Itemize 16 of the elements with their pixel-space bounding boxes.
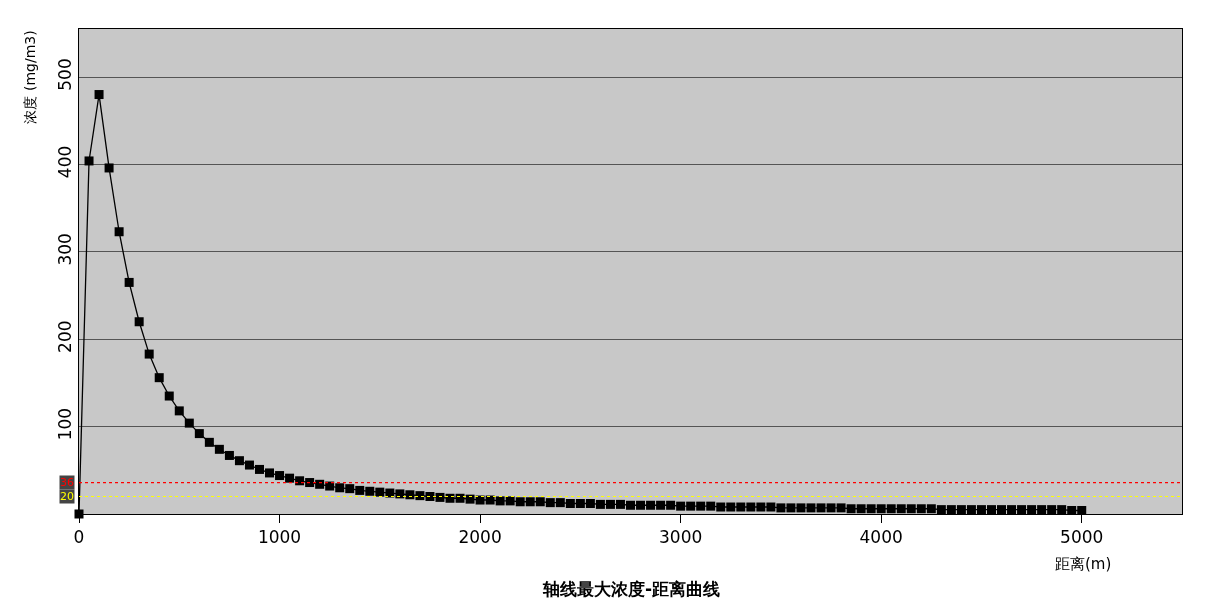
x-tick-label: 0 xyxy=(73,527,85,548)
y-tick-label: 500 xyxy=(55,58,76,91)
x-tick-label: 1000 xyxy=(257,527,302,548)
x-axis-title: 距离(m) xyxy=(1055,555,1112,573)
x-tick-label: 2000 xyxy=(458,527,502,548)
x-tick-label: 3000 xyxy=(659,527,703,548)
y-axis-title: 浓度 (mg/m3) xyxy=(21,30,38,124)
y-tick-label: 400 xyxy=(55,145,76,179)
y-tick-label: 100 xyxy=(55,407,76,441)
x-tick-label: 5000 xyxy=(1060,527,1104,548)
text: 轴线最大浓度-距离曲线 xyxy=(542,579,721,599)
y-tick-label: 200 xyxy=(55,320,76,353)
ref-line-label: 20 xyxy=(60,490,74,503)
x-tick-label: 4000 xyxy=(859,527,903,548)
ref-line-label: 36 xyxy=(60,476,74,489)
y-tick-label: 300 xyxy=(55,233,76,266)
